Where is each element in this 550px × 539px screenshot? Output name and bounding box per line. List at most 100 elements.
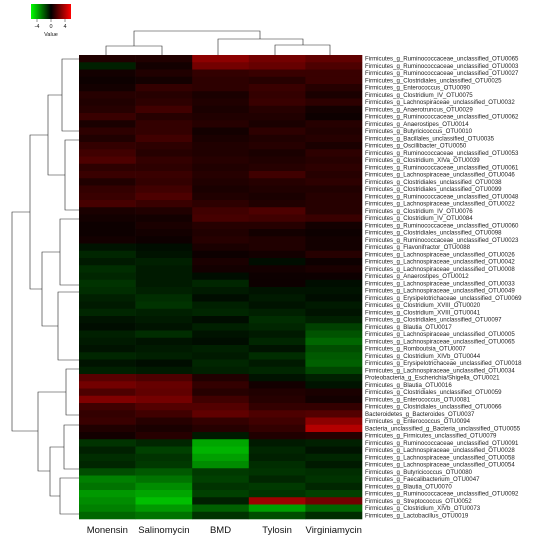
heatmap-cell — [135, 323, 193, 331]
heatmap-cell — [135, 178, 193, 186]
heatmap-cell — [192, 192, 250, 201]
heatmap-cell — [135, 243, 193, 252]
heatmap-cell — [135, 490, 193, 498]
color-key-tick-max: 4 — [63, 24, 66, 30]
heatmap-cell — [79, 171, 136, 179]
heatmap-cell — [192, 62, 250, 70]
row-label: Firmicutes_g_Anaerostipes_OTU0012 — [365, 273, 469, 280]
heatmap-cell — [248, 171, 306, 179]
color-key-gradient — [31, 4, 71, 19]
color-key-tick-mid: 0 — [49, 24, 52, 30]
row-label: Firmicutes_g_Lachnospiraceae_unclassifie… — [365, 331, 515, 338]
heatmap-cell — [192, 294, 250, 302]
heatmap-cell — [135, 388, 193, 397]
heatmap-cell — [192, 258, 250, 266]
heatmap-cell — [192, 91, 250, 99]
column-dendrogram — [105, 30, 331, 55]
row-dend-branch — [59, 477, 79, 515]
heatmap-cell — [192, 69, 250, 78]
heatmap-cell — [79, 149, 136, 157]
heatmap-cell — [79, 475, 136, 484]
row-label: Firmicutes_g_Clostridium_XIVb_OTU0073 — [365, 505, 481, 512]
heatmap-cell — [192, 424, 250, 433]
heatmap-cell — [192, 272, 250, 281]
heatmap-cell — [135, 301, 193, 310]
heatmap-cell — [79, 424, 136, 433]
heatmap-cell — [192, 395, 250, 404]
heatmap-cell — [79, 432, 136, 440]
heatmap-cell — [248, 127, 306, 136]
heatmap-cell — [248, 453, 306, 462]
heatmap-cell — [192, 76, 250, 85]
heatmap-cell — [79, 98, 136, 107]
heatmap-cell — [248, 200, 306, 208]
heatmap-cell — [305, 62, 363, 70]
heatmap-cell — [135, 250, 193, 259]
heatmap-cell — [192, 98, 250, 107]
heatmap-cell — [248, 207, 306, 215]
heatmap-cell — [79, 316, 136, 324]
heatmap-cell — [79, 192, 136, 201]
column-labels: Monensin Salinomycin BMD Tylosin Virginiamyc… — [87, 525, 362, 536]
heatmap-cell — [135, 91, 193, 99]
heatmap-cell — [192, 323, 250, 331]
heatmap-cell — [305, 105, 363, 114]
row-label: Firmicutes_g_Clostridium_IV_OTU0076 — [365, 208, 473, 215]
row-label: Firmicutes_g_Faecalibacterium_OTU0047 — [365, 476, 480, 483]
heatmap-cell — [192, 374, 250, 382]
row-label: Firmicutes_g_Butyricicoccus_OTU0080 — [365, 469, 473, 476]
heatmap-cell — [305, 424, 363, 433]
heatmap-cell — [79, 345, 136, 353]
heatmap-cell — [79, 417, 136, 426]
row-label: Firmicutes_g_Clostridium_XIVb_OTU0044 — [365, 353, 481, 360]
row-label: Firmicutes_g_Blautia_OTU0017 — [365, 324, 452, 331]
heatmap-cell — [135, 330, 193, 339]
row-label: Proteobacteria_g_Escherichia/Shigella_OT… — [365, 375, 500, 382]
heatmap-cell — [305, 439, 363, 447]
heatmap-cell — [135, 432, 193, 440]
row-label: Firmicutes_g_Firmicutes_unclassified_OTU… — [365, 433, 497, 440]
heatmap-cell — [192, 120, 250, 128]
row-label: Firmicutes_g_Lachnospiraceae_unclassifie… — [365, 447, 515, 454]
row-label: Firmicutes_g_Oscillibacter_OTU0050 — [365, 143, 467, 150]
heatmap-cell — [305, 55, 363, 63]
row-label: Firmicutes_g_Ruminococcaceae_unclassifie… — [365, 70, 519, 77]
row-label: Firmicutes_g_Romboutsia_OTU0007 — [365, 346, 466, 353]
heatmap-cell — [79, 497, 136, 505]
row-label: Firmicutes_g_Flavonifractor_OTU0088 — [365, 244, 471, 251]
heatmap-cell — [192, 359, 250, 368]
heatmap-cell — [305, 461, 363, 469]
heatmap-cell — [192, 468, 250, 476]
heatmap-cell — [79, 120, 136, 128]
heatmap-cell — [305, 98, 363, 107]
heatmap-cell — [192, 134, 250, 143]
heatmap-cell — [248, 192, 306, 201]
heatmap-cell — [79, 163, 136, 172]
heatmap-cell — [135, 352, 193, 360]
heatmap-cell — [79, 113, 136, 121]
heatmap-cell — [248, 490, 306, 498]
heatmap-cell — [305, 482, 363, 491]
heatmap-cell — [135, 482, 193, 491]
heatmap-cell — [192, 504, 250, 513]
heatmap-cell — [135, 294, 193, 302]
heatmap-cell — [192, 352, 250, 360]
heatmap-cell — [248, 142, 306, 150]
heatmap-cell — [192, 453, 250, 462]
heatmap-cell — [305, 178, 363, 186]
row-label: Firmicutes_g_Blautia_OTU0016 — [365, 382, 452, 389]
heatmap-cell — [305, 497, 363, 505]
heatmap-cell — [305, 142, 363, 150]
heatmap-cell — [135, 113, 193, 121]
heatmap-cell — [248, 439, 306, 447]
heatmap-cell — [79, 337, 136, 346]
row-dend-branch — [49, 446, 64, 497]
row-label: Firmicutes_g_Ruminococcaceae_unclassifie… — [365, 222, 519, 229]
heatmap-cell — [79, 352, 136, 360]
heatmap-cell — [192, 207, 250, 215]
heatmap-cell — [79, 468, 136, 476]
heatmap-cell — [248, 113, 306, 121]
row-label: Firmicutes_g_Clostridium_XVIII_OTU0041 — [365, 309, 481, 316]
heatmap-cell — [135, 497, 193, 505]
heatmap-cell — [248, 258, 306, 266]
